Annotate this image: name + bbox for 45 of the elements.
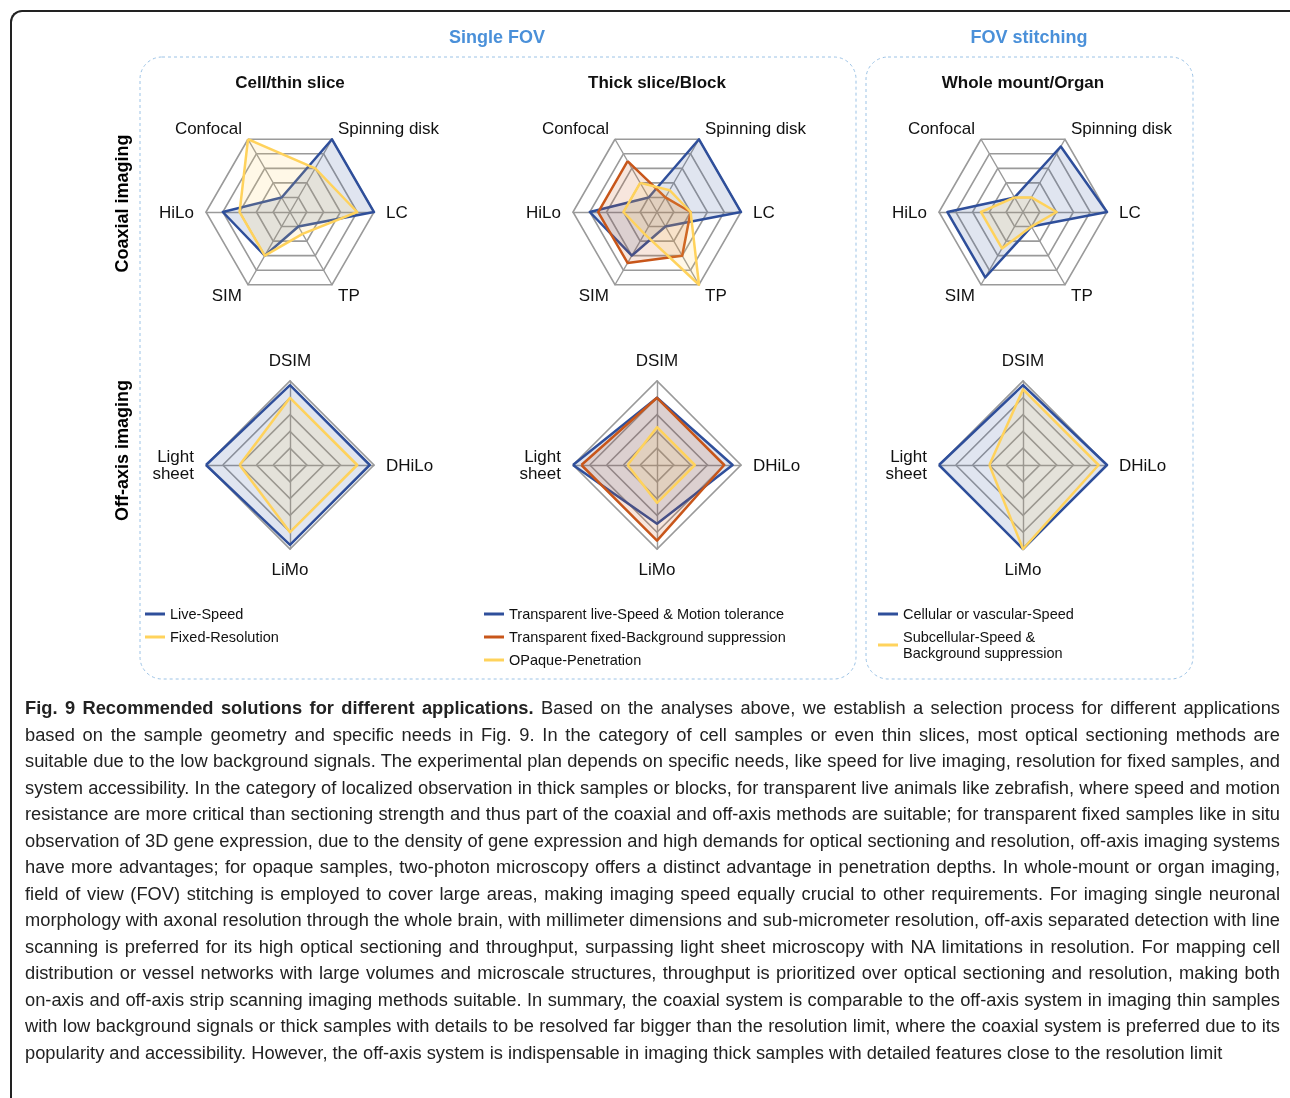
spoke-label: DSIM <box>1001 351 1045 370</box>
spoke-label: LC <box>753 202 775 222</box>
spoke-label: LiMo <box>1004 560 1042 579</box>
spoke-label: TP <box>1071 285 1093 305</box>
chart-title: Cell/thin slice <box>235 73 345 92</box>
legend-label: Live-Speed <box>170 606 244 622</box>
spoke-label: LC <box>386 202 408 222</box>
spoke-label: DSIM <box>268 351 312 370</box>
spoke-label: HiLo <box>892 202 927 222</box>
spoke-label: SIM <box>578 285 609 305</box>
text: Single FOV <box>449 26 546 48</box>
legend-label: OPaque-Penetration <box>509 652 642 668</box>
legend-label: Fixed-Resolution <box>170 629 279 645</box>
spoke-label: DHiLo <box>753 455 801 475</box>
spoke-label: HiLo <box>159 202 194 222</box>
spoke-label: Light sheet <box>519 447 562 483</box>
chart-title: Thick slice/Block <box>588 73 727 92</box>
text: Fig. 9 Recommended solutions for different applications. <box>25 697 534 718</box>
legend-label: Cellular or vascular-Speed <box>903 606 1074 622</box>
spoke-label: Confocal <box>907 119 975 139</box>
text: FOV stitching <box>970 26 1088 48</box>
spoke-label: HiLo <box>526 202 561 222</box>
spoke-label: Spinning disk <box>338 119 440 139</box>
spoke-label: Confocal <box>174 119 242 139</box>
spoke-label: DSIM <box>635 351 679 370</box>
spoke-label: Light sheet <box>885 447 928 483</box>
spoke-label: LiMo <box>638 560 676 579</box>
spoke-label: Spinning disk <box>1071 119 1173 139</box>
legend-label: Transparent fixed-Background suppression <box>509 629 786 645</box>
spoke-label: Spinning disk <box>705 119 807 139</box>
legend-label: Subcellular-Speed & Background suppression <box>903 629 1063 661</box>
spoke-label: SIM <box>944 285 975 305</box>
spoke-label: TP <box>338 285 360 305</box>
text: Coaxial imaging <box>111 133 133 273</box>
chart-title: Whole mount/Organ <box>941 73 1105 92</box>
spoke-label: DHiLo <box>1119 455 1167 475</box>
spoke-label: LiMo <box>271 560 309 579</box>
text: Off-axis imaging <box>111 379 133 521</box>
spoke-label: SIM <box>211 285 242 305</box>
spoke-label: Confocal <box>541 119 609 139</box>
spoke-label: Light sheet <box>152 447 195 483</box>
spoke-label: DHiLo <box>386 455 434 475</box>
spoke-label: LC <box>1119 202 1141 222</box>
spoke-label: TP <box>705 285 727 305</box>
legend-label: Transparent live-Speed & Motion tolerance <box>509 606 785 622</box>
